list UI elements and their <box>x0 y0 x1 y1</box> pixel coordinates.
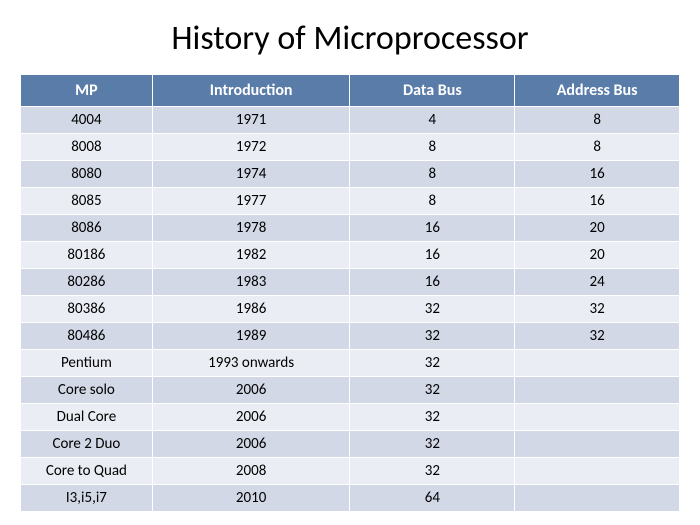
table-row: 8028619831624 <box>21 269 680 296</box>
table-cell: Pentium <box>21 350 153 377</box>
table-row: I3,i5,i7201064 <box>21 485 680 512</box>
table-cell: 32 <box>350 431 515 458</box>
table-cell: 80386 <box>21 296 153 323</box>
table-cell: 32 <box>350 296 515 323</box>
column-header-mp: MP <box>21 75 153 107</box>
table-cell: 8086 <box>21 215 153 242</box>
table-cell: 16 <box>515 188 680 215</box>
table-cell <box>515 431 680 458</box>
table-cell: 8 <box>515 107 680 134</box>
table-row: 8048619893232 <box>21 323 680 350</box>
table-cell: 2006 <box>152 377 350 404</box>
table-cell: Core 2 Duo <box>21 431 153 458</box>
table-cell: 1989 <box>152 323 350 350</box>
table-row: Core solo200632 <box>21 377 680 404</box>
table-cell: 32 <box>350 350 515 377</box>
table-row: Core to Quad200832 <box>21 458 680 485</box>
table-cell <box>515 404 680 431</box>
table-cell: 1972 <box>152 134 350 161</box>
table-cell: 8080 <box>21 161 153 188</box>
table-row: 8018619821620 <box>21 242 680 269</box>
table-cell: 4 <box>350 107 515 134</box>
table-cell: 8 <box>350 188 515 215</box>
table-cell: 1982 <box>152 242 350 269</box>
table-cell: 20 <box>515 215 680 242</box>
table-row: 4004197148 <box>21 107 680 134</box>
table-cell: 32 <box>350 404 515 431</box>
table-cell: 16 <box>350 269 515 296</box>
page-title: History of Microprocessor <box>20 18 680 59</box>
table-header-row: MP Introduction Data Bus Address Bus <box>21 75 680 107</box>
table-cell: 32 <box>515 323 680 350</box>
table-cell <box>515 458 680 485</box>
table-row: Pentium1993 onwards32 <box>21 350 680 377</box>
column-header-addressbus: Address Bus <box>515 75 680 107</box>
table-row: 80801974816 <box>21 161 680 188</box>
table-cell: 2010 <box>152 485 350 512</box>
table-row: 8008197288 <box>21 134 680 161</box>
table-cell: 1978 <box>152 215 350 242</box>
table-cell: I3,i5,i7 <box>21 485 153 512</box>
table-cell: 2008 <box>152 458 350 485</box>
table-cell: 1983 <box>152 269 350 296</box>
table-cell: 32 <box>350 458 515 485</box>
table-cell: 1974 <box>152 161 350 188</box>
table-row: 8038619863232 <box>21 296 680 323</box>
table-cell: 80486 <box>21 323 153 350</box>
table-cell <box>515 485 680 512</box>
table-row: Core 2 Duo200632 <box>21 431 680 458</box>
table-cell: 1977 <box>152 188 350 215</box>
table-cell: 8008 <box>21 134 153 161</box>
table-cell: 32 <box>350 377 515 404</box>
table-cell: 4004 <box>21 107 153 134</box>
table-row: Dual Core200632 <box>21 404 680 431</box>
table-cell: Core to Quad <box>21 458 153 485</box>
table-cell: 24 <box>515 269 680 296</box>
table-cell: 32 <box>515 296 680 323</box>
column-header-introduction: Introduction <box>152 75 350 107</box>
table-row: 808619781620 <box>21 215 680 242</box>
table-cell: 1993 onwards <box>152 350 350 377</box>
column-header-databus: Data Bus <box>350 75 515 107</box>
table-cell: 1971 <box>152 107 350 134</box>
table-cell: 8 <box>350 134 515 161</box>
table-cell: 16 <box>350 215 515 242</box>
table-cell: 1986 <box>152 296 350 323</box>
table-cell: 20 <box>515 242 680 269</box>
table-cell: 80286 <box>21 269 153 296</box>
table-cell: 2006 <box>152 431 350 458</box>
table-cell: 64 <box>350 485 515 512</box>
table-cell: 80186 <box>21 242 153 269</box>
table-row: 80851977816 <box>21 188 680 215</box>
table-cell <box>515 350 680 377</box>
table-cell <box>515 377 680 404</box>
microprocessor-table: MP Introduction Data Bus Address Bus 400… <box>20 74 680 512</box>
table-cell: 32 <box>350 323 515 350</box>
table-cell: 8 <box>350 161 515 188</box>
table-cell: 8085 <box>21 188 153 215</box>
table-cell: 16 <box>350 242 515 269</box>
table-cell: 16 <box>515 161 680 188</box>
table-cell: Core solo <box>21 377 153 404</box>
table-cell: 2006 <box>152 404 350 431</box>
table-cell: Dual Core <box>21 404 153 431</box>
table-cell: 8 <box>515 134 680 161</box>
